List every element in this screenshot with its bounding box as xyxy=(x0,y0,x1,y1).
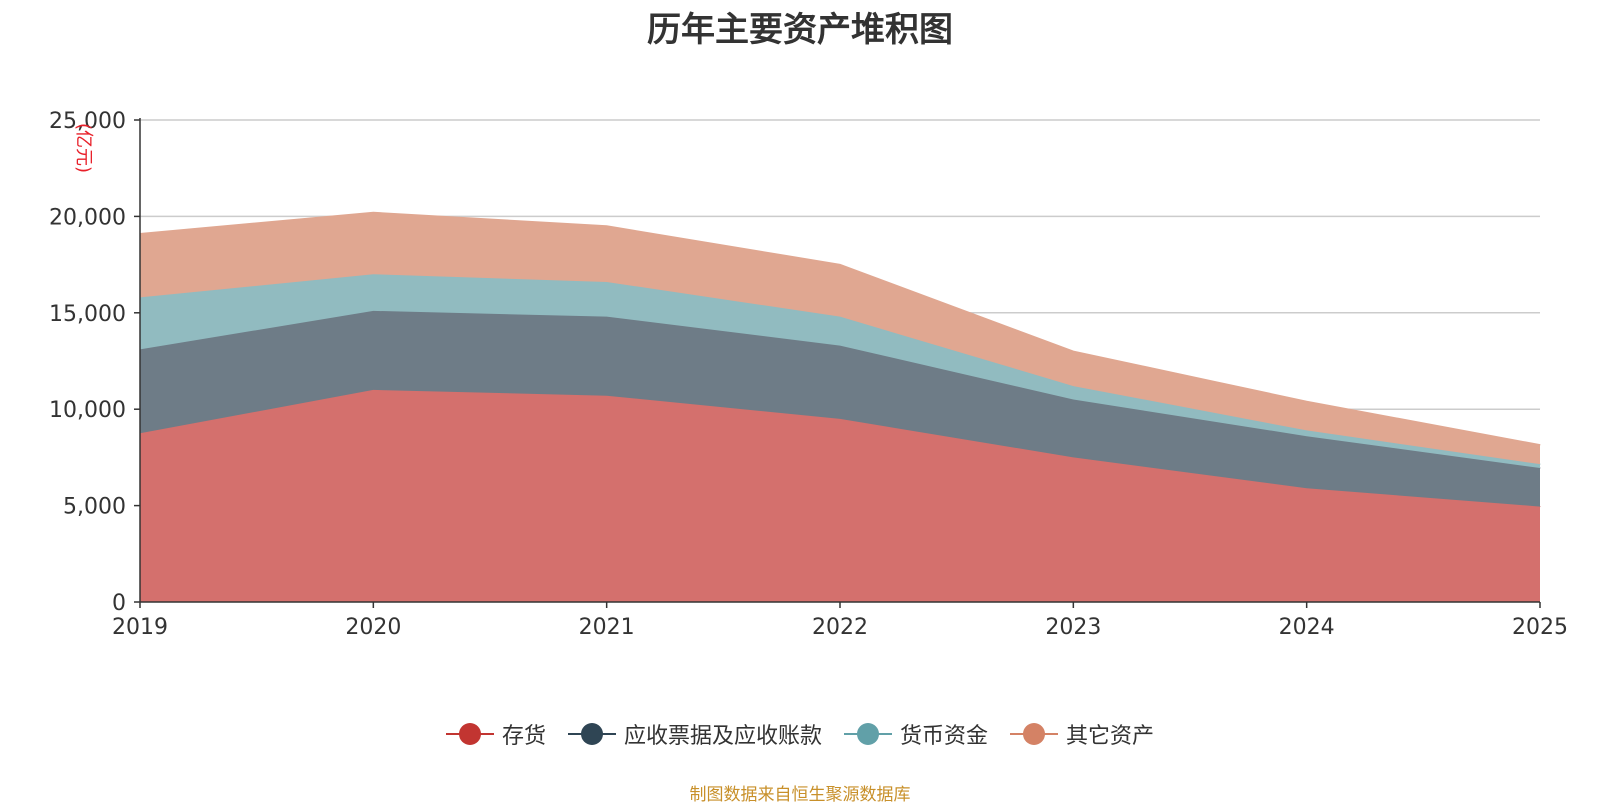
data-point xyxy=(1072,350,1074,352)
stacked-area-chart: 0 5,000 10,000 15,000 20,000 25,000 2019 2020 20… xyxy=(49,109,1568,640)
y-tick-label: 10,000 xyxy=(49,398,126,423)
data-point xyxy=(1539,444,1541,446)
y-tick-label: 5,000 xyxy=(63,495,126,520)
data-point xyxy=(1306,400,1308,402)
area-layer xyxy=(139,211,1541,602)
x-tick-label: 2022 xyxy=(812,615,868,640)
area-series-2 xyxy=(140,274,1540,469)
legend-label: 应收票据及应收账款 xyxy=(623,724,822,749)
area-series-0 xyxy=(140,389,1540,602)
chart-title: 历年主要资产堆积图 xyxy=(647,10,953,50)
x-tick-label: 2024 xyxy=(1279,615,1335,640)
legend-marker xyxy=(567,722,616,746)
x-tick-label: 2023 xyxy=(1045,615,1101,640)
legend-marker xyxy=(445,722,494,746)
axis-layer: 0 5,000 10,000 15,000 20,000 25,000 2019 2020 20… xyxy=(49,109,1568,640)
source-note: 制图数据来自恒生聚源数据库 xyxy=(689,785,911,805)
y-tick-label: 25,000 xyxy=(49,109,126,134)
area-series-1 xyxy=(140,310,1540,507)
legend-item-2[interactable]: 货币资金 xyxy=(844,718,988,750)
x-tick-label: 2019 xyxy=(112,615,168,640)
data-point xyxy=(606,225,608,227)
y-axis-unit-label: (亿元) xyxy=(73,123,94,173)
y-tick-label: 0 xyxy=(112,591,126,616)
legend-label: 存货 xyxy=(501,724,546,749)
legend-label: 货币资金 xyxy=(900,724,989,749)
legend-marker xyxy=(1010,722,1059,746)
x-tick-label: 2025 xyxy=(1512,615,1568,640)
x-tick-label: 2020 xyxy=(345,615,401,640)
legend: 存货 应收票据及应收账款 货币资金 其它资产 xyxy=(0,718,1600,750)
legend-item-0[interactable]: 存货 xyxy=(445,718,546,750)
y-tick-label: 15,000 xyxy=(49,302,126,327)
data-point xyxy=(839,264,841,266)
y-tick-label: 20,000 xyxy=(49,205,126,230)
data-point xyxy=(372,212,374,214)
legend-item-1[interactable]: 应收票据及应收账款 xyxy=(567,718,822,750)
legend-marker xyxy=(844,722,892,746)
legend-label: 其它资产 xyxy=(1066,724,1155,749)
x-tick-label: 2021 xyxy=(579,615,635,640)
area-series-3 xyxy=(140,212,1540,465)
legend-item-3[interactable]: 其它资产 xyxy=(1010,718,1154,750)
